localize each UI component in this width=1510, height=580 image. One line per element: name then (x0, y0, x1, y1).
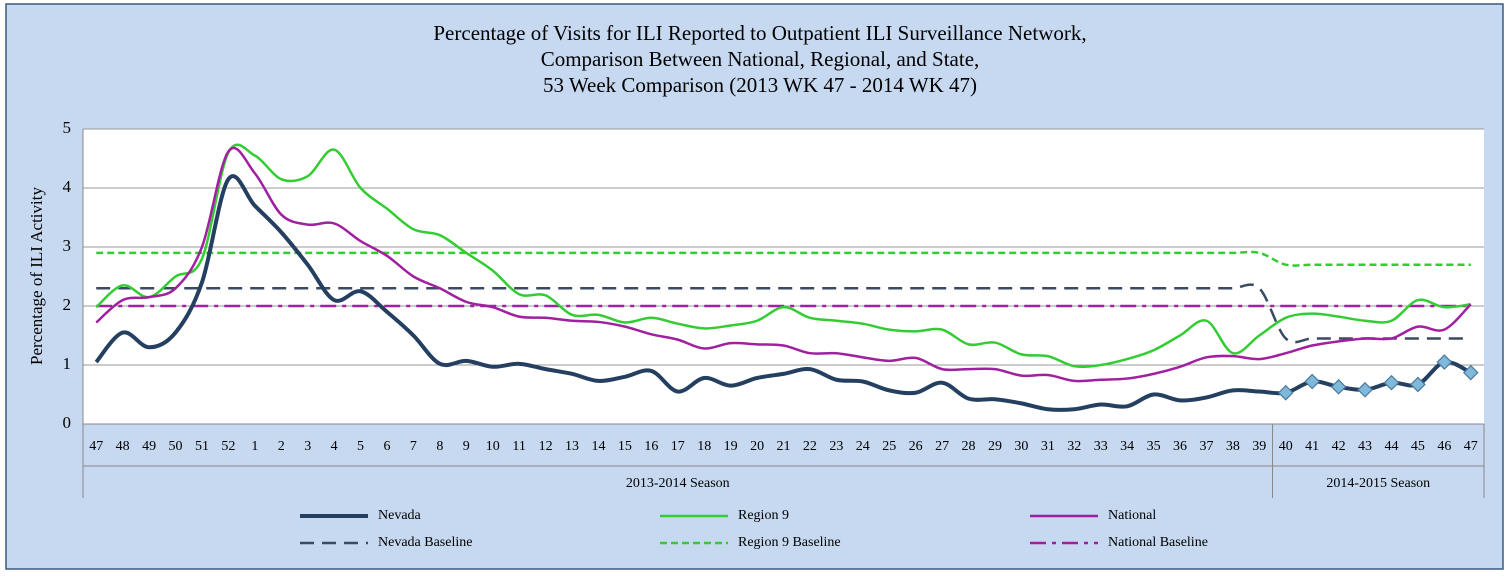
x-tick-label: 7 (410, 439, 417, 454)
x-tick-label: 10 (486, 439, 500, 454)
group-label: 2013-2014 Season (626, 476, 730, 491)
x-tick-label: 5 (357, 439, 364, 454)
series-line (94, 174, 1472, 412)
x-tick-label: 36 (1173, 439, 1187, 454)
x-tick-label: 30 (1014, 439, 1028, 454)
x-tick-label: 25 (882, 439, 896, 454)
x-tick-label: 8 (436, 439, 443, 454)
x-tick-label: 42 (1332, 439, 1346, 454)
x-tick-label: 1 (251, 439, 258, 454)
chart-title: 53 Week Comparison (2013 WK 47 - 2014 WK… (543, 73, 977, 97)
marker (1304, 373, 1321, 390)
x-tick-label: 2 (278, 439, 285, 454)
x-tick-label: 31 (1041, 439, 1055, 454)
x-tick-label: 51 (195, 439, 209, 454)
x-tick-label: 32 (1067, 439, 1081, 454)
x-tick-label: 52 (221, 439, 235, 454)
marker (1410, 376, 1426, 393)
marker (1383, 374, 1400, 391)
x-tick-label: 34 (1120, 439, 1134, 454)
x-tick-label: 35 (1147, 439, 1161, 454)
plot-area (83, 129, 1484, 424)
x-tick-label: 20 (750, 439, 764, 454)
marker (1462, 364, 1479, 381)
x-tick-label: 4 (331, 439, 338, 454)
series-line (96, 250, 1471, 267)
chart-title: Percentage of Visits for ILI Reported to… (433, 21, 1086, 45)
marker (1330, 378, 1347, 395)
x-tick-label: 39 (1252, 439, 1266, 454)
legend-label: National (1108, 508, 1156, 523)
group-label: 2014-2015 Season (1326, 476, 1430, 491)
x-tick-label: 3 (304, 439, 311, 454)
x-tick-label: 26 (909, 439, 923, 454)
x-tick-label: 40 (1279, 439, 1293, 454)
marker (1357, 381, 1373, 398)
series-line (96, 283, 1471, 344)
y-axis-label: Percentage of ILI Activity (27, 187, 46, 365)
series-line (95, 143, 1471, 369)
x-tick-label: 41 (1305, 439, 1319, 454)
y-tick-label: 4 (63, 177, 72, 196)
x-tick-label: 49 (142, 439, 156, 454)
marker (1277, 384, 1294, 401)
x-tick-label: 50 (169, 439, 183, 454)
x-tick-label: 46 (1437, 439, 1451, 454)
x-tick-label: 38 (1226, 439, 1240, 454)
x-tick-label: 15 (618, 439, 632, 454)
x-tick-label: 44 (1384, 439, 1398, 454)
x-tick-label: 47 (1464, 439, 1478, 454)
y-tick-label: 0 (63, 413, 72, 432)
x-tick-label: 29 (988, 439, 1002, 454)
y-tick-label: 3 (63, 236, 72, 255)
x-tick-label: 28 (962, 439, 976, 454)
legend-label: National Baseline (1108, 535, 1208, 550)
y-tick-label: 5 (63, 118, 72, 137)
x-tick-label: 23 (829, 439, 843, 454)
x-tick-label: 12 (539, 439, 553, 454)
x-tick-label: 6 (383, 439, 390, 454)
x-tick-label: 21 (777, 439, 791, 454)
x-tick-label: 24 (856, 439, 870, 454)
legend-label: Region 9 (738, 508, 789, 523)
legend-label: Nevada Baseline (378, 535, 472, 550)
x-tick-label: 18 (697, 439, 711, 454)
x-tick-label: 47 (89, 439, 103, 454)
x-tick-label: 11 (512, 439, 525, 454)
y-tick-label: 1 (63, 354, 72, 373)
y-tick-label: 2 (63, 295, 72, 314)
x-tick-label: 19 (724, 439, 738, 454)
x-tick-label: 22 (803, 439, 817, 454)
x-tick-label: 27 (935, 439, 949, 454)
series-line (95, 146, 1472, 383)
x-tick-label: 37 (1199, 439, 1213, 454)
x-tick-label: 9 (463, 439, 470, 454)
x-tick-label: 14 (591, 439, 605, 454)
x-tick-label: 43 (1358, 439, 1372, 454)
marker (1436, 354, 1453, 370)
x-tick-label: 48 (116, 439, 130, 454)
x-tick-label: 45 (1411, 439, 1425, 454)
chart-title: Comparison Between National, Regional, a… (541, 47, 980, 71)
x-tick-label: 13 (565, 439, 579, 454)
x-tick-label: 16 (644, 439, 658, 454)
legend-label: Region 9 Baseline (738, 535, 841, 550)
x-tick-label: 17 (671, 439, 685, 454)
x-tick-label: 33 (1094, 439, 1108, 454)
legend-label: Nevada (378, 508, 422, 523)
